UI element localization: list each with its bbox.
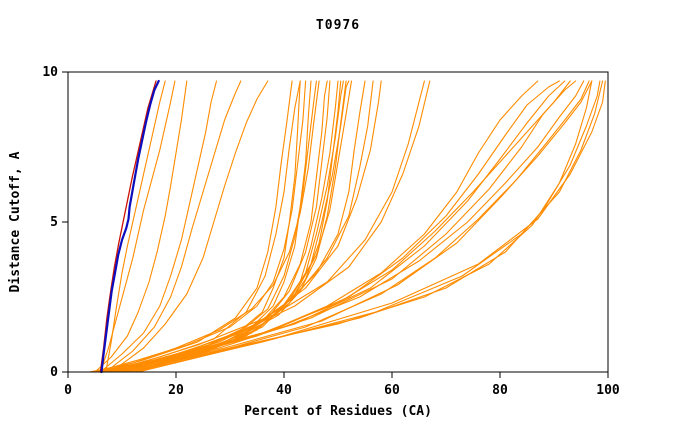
y-tick-label: 5 xyxy=(50,215,58,230)
series-line-model-35 xyxy=(99,80,342,373)
x-tick-label: 80 xyxy=(492,383,508,398)
x-tick-label: 60 xyxy=(384,383,400,398)
series-line-highlight-blue xyxy=(100,79,160,374)
series-line-model-3 xyxy=(94,80,188,373)
series-line-model-19 xyxy=(116,80,374,373)
series-line-reference-red xyxy=(99,80,157,373)
series-line-model-29 xyxy=(132,80,604,373)
x-axis-label: Percent of Residues (CA) xyxy=(244,404,432,419)
y-axis-label: Distance Cutoff, A xyxy=(8,151,23,293)
y-tick-label: 10 xyxy=(42,65,58,80)
series-line-model-34 xyxy=(105,80,571,373)
chart-title: T0976 xyxy=(315,18,361,33)
x-tick-label: 40 xyxy=(276,383,292,398)
series-line-model-24 xyxy=(105,80,560,373)
x-tick-label: 0 xyxy=(64,383,72,398)
y-tick-label: 0 xyxy=(50,365,58,380)
series-line-model-17 xyxy=(105,80,301,373)
series-line-model-16 xyxy=(99,80,293,373)
series-line-model-31 xyxy=(116,80,590,373)
series-line-model-5 xyxy=(105,80,242,373)
series-line-model-21 xyxy=(110,80,425,373)
series-line-model-1 xyxy=(105,80,166,373)
series-line-model-22 xyxy=(121,80,431,373)
series-line-model-37 xyxy=(116,80,347,373)
x-tick-label: 20 xyxy=(168,383,184,398)
series-line-model-25 xyxy=(110,80,566,373)
series-line-model-20 xyxy=(121,80,382,373)
series-line-model-2 xyxy=(99,80,176,373)
series-line-model-30 xyxy=(137,80,606,373)
series-line-model-32 xyxy=(121,80,593,373)
series-line-model-9 xyxy=(94,80,317,373)
series-line-model-6 xyxy=(110,80,269,373)
x-tick-label: 100 xyxy=(596,383,620,398)
series-line-model-4 xyxy=(99,80,218,373)
series-line-model-38 xyxy=(89,80,320,373)
